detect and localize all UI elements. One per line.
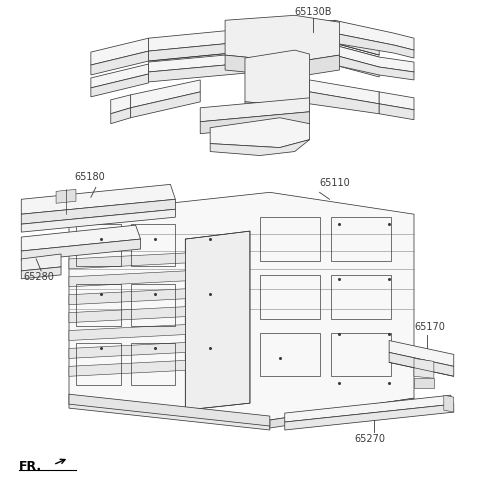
Polygon shape [69,325,185,341]
Polygon shape [335,46,414,73]
Polygon shape [69,394,270,426]
Polygon shape [335,34,414,59]
Polygon shape [69,272,185,287]
Polygon shape [389,341,454,367]
Polygon shape [225,16,339,63]
Polygon shape [21,255,61,272]
Polygon shape [56,190,76,204]
Polygon shape [69,307,185,323]
Polygon shape [245,101,310,119]
Text: 65130B: 65130B [295,8,332,17]
Polygon shape [225,56,339,78]
Polygon shape [69,193,414,420]
Polygon shape [210,119,310,148]
Polygon shape [148,21,379,52]
Polygon shape [148,56,379,83]
Polygon shape [200,113,310,134]
Polygon shape [91,75,148,98]
Polygon shape [69,289,185,305]
Polygon shape [148,46,379,73]
Polygon shape [91,39,148,66]
Polygon shape [444,395,454,412]
Polygon shape [91,65,148,89]
Polygon shape [69,361,185,377]
Polygon shape [379,93,414,111]
Polygon shape [414,359,434,379]
Polygon shape [310,81,379,105]
Polygon shape [21,225,141,252]
Polygon shape [21,185,175,215]
Polygon shape [21,268,61,279]
Polygon shape [69,398,270,430]
Text: 65180: 65180 [74,172,105,182]
Polygon shape [200,99,310,122]
Text: 65280: 65280 [23,272,54,282]
Polygon shape [131,81,200,109]
Polygon shape [69,254,185,270]
Polygon shape [111,96,131,115]
Polygon shape [414,379,434,388]
Polygon shape [335,21,414,51]
Polygon shape [270,398,414,428]
Polygon shape [210,140,310,156]
Polygon shape [379,105,414,120]
Polygon shape [111,109,131,124]
Text: FR.: FR. [19,459,42,472]
Polygon shape [21,210,175,232]
Polygon shape [131,93,200,119]
Polygon shape [185,231,250,410]
Polygon shape [335,56,414,81]
Text: 65270: 65270 [354,433,385,443]
Polygon shape [389,353,454,377]
Polygon shape [21,239,141,262]
Polygon shape [148,34,379,62]
Text: 65170: 65170 [414,321,445,331]
Polygon shape [91,52,148,76]
Polygon shape [310,93,379,115]
Polygon shape [245,51,310,107]
Polygon shape [285,404,454,430]
Polygon shape [285,395,454,422]
Polygon shape [21,200,175,224]
Text: 65110: 65110 [320,178,350,188]
Polygon shape [69,343,185,359]
